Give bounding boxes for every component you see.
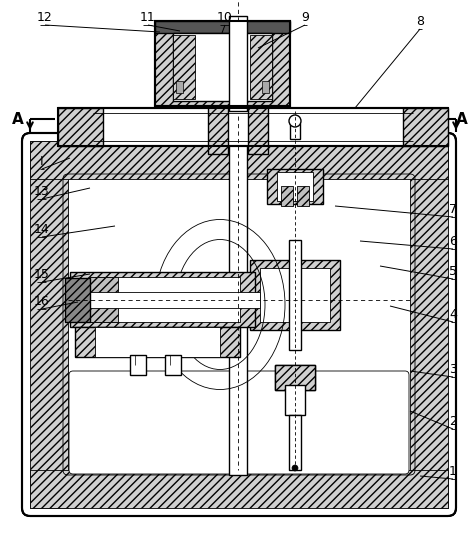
Text: 4: 4 [448, 308, 456, 321]
Bar [297, 186, 308, 206]
Text: 6: 6 [448, 235, 456, 248]
Bar [165, 354, 180, 375]
Bar [280, 186, 292, 206]
Bar [173, 33, 271, 101]
Bar [288, 415, 300, 470]
Text: 3: 3 [448, 363, 456, 376]
Text: 15: 15 [34, 268, 50, 281]
Text: 9: 9 [300, 11, 308, 24]
Bar [259, 267, 329, 322]
Text: 5: 5 [448, 265, 456, 278]
Bar [58, 108, 447, 146]
Bar [409, 141, 447, 508]
Bar [261, 81, 268, 93]
Text: 7: 7 [448, 203, 456, 216]
Bar [30, 141, 447, 179]
Bar [277, 172, 312, 201]
Text: 13: 13 [34, 185, 50, 198]
Bar [90, 277, 118, 322]
Bar [267, 169, 322, 204]
Bar [155, 21, 289, 33]
Bar [75, 326, 239, 356]
Bar [70, 272, 255, 326]
Text: 12: 12 [37, 11, 53, 24]
Text: A: A [12, 111, 24, 126]
Bar [248, 100, 268, 154]
Bar [155, 21, 289, 106]
Bar [208, 100, 228, 154]
Bar [402, 108, 447, 146]
Text: I: I [40, 155, 44, 168]
Text: 14: 14 [34, 223, 50, 236]
Bar [249, 259, 339, 330]
Circle shape [291, 465, 298, 471]
Bar [30, 141, 68, 508]
Bar [275, 364, 314, 390]
Bar [275, 364, 314, 390]
Bar [155, 21, 289, 106]
Text: 2: 2 [448, 415, 456, 428]
Text: 8: 8 [415, 15, 423, 28]
Bar [58, 108, 103, 146]
Text: 1: 1 [448, 465, 456, 478]
Text: A: A [455, 111, 467, 126]
Bar [228, 16, 247, 111]
Text: 16: 16 [34, 295, 50, 308]
FancyBboxPatch shape [22, 133, 455, 516]
Bar [288, 240, 300, 349]
FancyBboxPatch shape [69, 371, 408, 474]
Bar [65, 292, 259, 308]
Bar [30, 470, 447, 508]
Text: 10: 10 [217, 11, 232, 24]
Bar [249, 35, 271, 99]
Bar [95, 326, 219, 356]
Circle shape [288, 115, 300, 127]
Bar [173, 35, 195, 99]
Text: 11: 11 [140, 11, 156, 24]
Bar [65, 278, 90, 322]
Bar [130, 354, 146, 375]
Bar [90, 277, 239, 322]
Bar [228, 31, 247, 475]
Bar [289, 123, 299, 139]
Bar [284, 384, 304, 414]
Bar [176, 81, 183, 93]
